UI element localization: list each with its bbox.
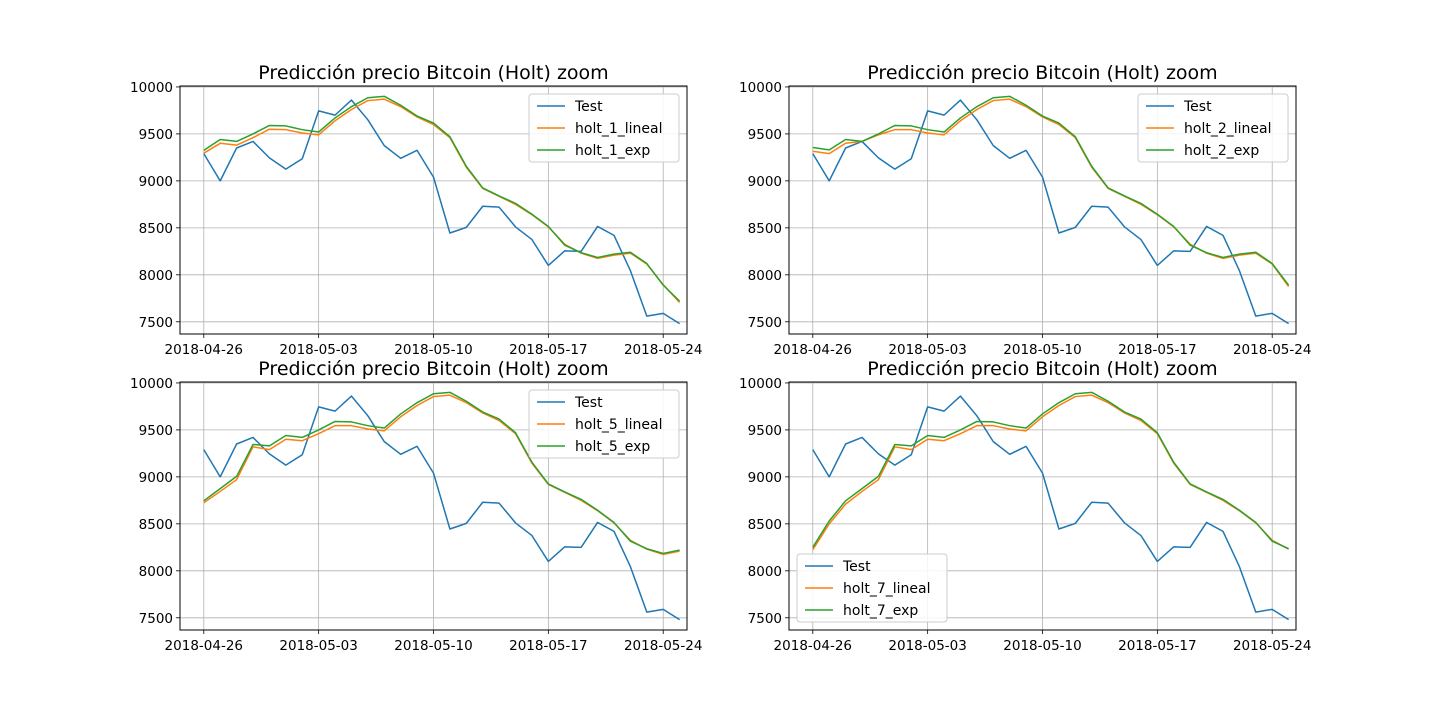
plot-frame xyxy=(788,85,1297,335)
x-tick-label: 2018-05-10 xyxy=(1003,342,1081,358)
y-tick-label: 7500 xyxy=(748,315,782,331)
legend-label: Test xyxy=(574,395,603,411)
legend-box xyxy=(528,93,680,163)
series-line-holt_1_lineal xyxy=(203,98,681,304)
y-tick-label: 8500 xyxy=(748,517,782,533)
y-tick-label: 7500 xyxy=(748,611,782,627)
x-tick-label: 2018-05-17 xyxy=(509,342,587,358)
legend-label: holt_7_exp xyxy=(843,603,918,619)
x-tick-label: 2018-05-24 xyxy=(624,638,702,654)
series-line-Test xyxy=(203,395,681,621)
x-tick-label: 2018-05-03 xyxy=(279,342,357,358)
y-tick-label: 8500 xyxy=(139,221,173,237)
chart-2: 2018-04-26 2018-05-03 2018-05-10 2018-05-17… xyxy=(739,62,1311,358)
y-tick-label: 8000 xyxy=(748,268,782,284)
y-tick-label: 8000 xyxy=(139,268,173,284)
y-tick-label: 7500 xyxy=(139,315,173,331)
chart-title: Predicción precio Bitcoin (Holt) zoom xyxy=(867,62,1217,84)
x-tick-label: 2018-04-26 xyxy=(774,342,852,358)
x-tick-label: 2018-05-17 xyxy=(1118,342,1196,358)
chart-title: Predicción precio Bitcoin (Holt) zoom xyxy=(867,358,1217,380)
x-tick-label: 2018-05-24 xyxy=(1233,342,1311,358)
x-tick-label: 2018-05-10 xyxy=(394,342,472,358)
series-line-holt_5_exp xyxy=(203,391,680,555)
plot-frame xyxy=(788,381,1297,631)
series-line-holt_1_exp xyxy=(203,95,681,302)
x-tick-label: 2018-05-03 xyxy=(279,638,357,654)
legend-label: holt_2_exp xyxy=(1184,143,1259,159)
series-line-holt_2_exp xyxy=(812,95,1290,286)
x-tick-label: 2018-05-24 xyxy=(1233,638,1311,654)
y-tick-label: 8500 xyxy=(139,517,173,533)
legend-box xyxy=(1137,93,1289,163)
x-tick-label: 2018-05-17 xyxy=(509,638,587,654)
y-tick-label: 9000 xyxy=(139,470,173,486)
y-tick-label: 9500 xyxy=(748,127,782,143)
legend-label: holt_2_lineal xyxy=(1184,121,1271,137)
y-tick-label: 7500 xyxy=(139,611,173,627)
x-tick-label: 2018-04-26 xyxy=(165,638,243,654)
chart-3: 2018-04-26 2018-05-03 2018-05-10 2018-05-17… xyxy=(130,358,702,654)
legend: Test holt_2_lineal holt_2_exp xyxy=(1137,93,1289,163)
x-tick-label: 2018-04-26 xyxy=(165,342,243,358)
y-tick-label: 9500 xyxy=(748,423,782,439)
y-tick-label: 9000 xyxy=(748,470,782,486)
legend: Test holt_5_lineal holt_5_exp xyxy=(528,389,680,459)
y-tick-label: 8000 xyxy=(748,564,782,580)
y-tick-label: 10000 xyxy=(130,376,173,392)
y-tick-label: 9000 xyxy=(748,174,782,190)
x-tick-label: 2018-05-03 xyxy=(888,638,966,654)
legend: Test holt_7_lineal holt_7_exp xyxy=(796,553,948,623)
plot-frame xyxy=(179,85,688,335)
chart-1: 2018-04-26 2018-05-03 2018-05-10 2018-05-17… xyxy=(130,62,702,358)
chart-4: 2018-04-26 2018-05-03 2018-05-10 2018-05-17… xyxy=(739,358,1311,654)
y-tick-label: 8000 xyxy=(139,564,173,580)
legend-label: holt_5_exp xyxy=(575,439,650,455)
x-tick-label: 2018-05-10 xyxy=(394,638,472,654)
series-line-holt_7_lineal xyxy=(812,394,1289,551)
legend-label: holt_5_lineal xyxy=(575,417,662,433)
legend: Test holt_1_lineal holt_1_exp xyxy=(528,93,680,163)
legend-box xyxy=(796,553,948,623)
legend-label: holt_1_exp xyxy=(575,143,650,159)
x-tick-label: 2018-05-03 xyxy=(888,342,966,358)
y-tick-label: 9500 xyxy=(139,127,173,143)
chart-title: Predicción precio Bitcoin (Holt) zoom xyxy=(258,62,608,84)
series-line-Test xyxy=(812,395,1290,621)
plot-frame xyxy=(179,381,688,631)
series-line-Test xyxy=(812,99,1290,325)
legend-label: Test xyxy=(842,559,871,575)
legend-label: holt_7_lineal xyxy=(843,581,930,597)
series-line-Test xyxy=(203,99,681,325)
y-tick-label: 10000 xyxy=(739,80,782,96)
legend-label: holt_1_lineal xyxy=(575,121,662,137)
x-tick-label: 2018-04-26 xyxy=(774,638,852,654)
series-line-holt_7_exp xyxy=(812,391,1289,550)
y-tick-label: 8500 xyxy=(748,221,782,237)
x-tick-label: 2018-05-10 xyxy=(1003,638,1081,654)
legend-box xyxy=(528,389,680,459)
x-tick-label: 2018-05-17 xyxy=(1118,638,1196,654)
legend-label: Test xyxy=(574,99,603,115)
chart-title: Predicción precio Bitcoin (Holt) zoom xyxy=(258,358,608,380)
x-tick-label: 2018-05-24 xyxy=(624,342,702,358)
y-tick-label: 10000 xyxy=(739,376,782,392)
y-tick-label: 10000 xyxy=(130,80,173,96)
legend-label: Test xyxy=(1183,99,1212,115)
y-tick-label: 9500 xyxy=(139,423,173,439)
y-tick-label: 9000 xyxy=(139,174,173,190)
